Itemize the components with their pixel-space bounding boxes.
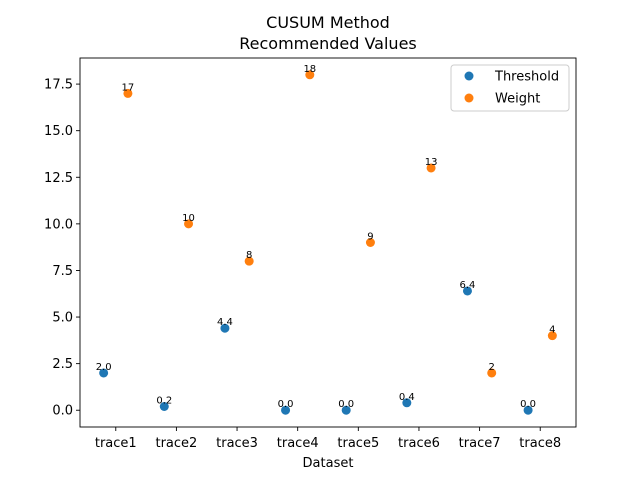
weight-point [184, 219, 194, 229]
x-tick-label: trace4 [277, 436, 319, 451]
threshold-data-label: 2.0 [96, 362, 112, 373]
y-tick-label: 15.0 [44, 124, 73, 139]
weight-data-label: 10 [182, 213, 195, 224]
x-tick-label: trace6 [398, 436, 440, 451]
weight-point [305, 70, 315, 80]
threshold-data-label: 0.0 [278, 399, 294, 410]
y-tick-label: 5.0 [52, 311, 73, 326]
threshold-data-label: 0.4 [399, 392, 415, 403]
threshold-point [402, 398, 412, 408]
threshold-point [220, 323, 230, 333]
y-tick-label: 10.0 [44, 217, 73, 232]
plot-area: 0.0 2.5 5.0 7.5 10.0 12.5 15.0 17.5 trace1 trace2… [44, 57, 577, 451]
weight-point [426, 163, 436, 173]
weight-data-label: 17 [122, 82, 135, 93]
weight-data-label: 8 [246, 250, 252, 261]
threshold-point [281, 405, 291, 415]
chart-title-line-1: CUSUM Method [266, 13, 390, 32]
axes-frame [79, 57, 577, 428]
weight-data-label: 13 [425, 157, 438, 168]
weight-point [487, 368, 497, 378]
x-tick-label: trace1 [95, 436, 137, 451]
y-tick-label: 17.5 [44, 78, 73, 93]
y-tick-label: 2.5 [52, 357, 73, 372]
weight-data-label: 18 [303, 64, 316, 75]
threshold-data-label: 6.4 [460, 280, 476, 291]
weight-point [365, 238, 375, 247]
x-axis-label: Dataset [303, 456, 354, 471]
threshold-data-label: 0.2 [156, 396, 172, 407]
legend-label-threshold: Threshold [494, 70, 559, 85]
threshold-data-label: 0.0 [520, 399, 536, 410]
weight-data-label: 4 [549, 325, 555, 336]
threshold-data-label: 0.0 [338, 399, 354, 410]
x-tick-label: trace5 [337, 436, 379, 451]
y-tick-label: 0.0 [52, 404, 73, 419]
y-tick-label: 7.5 [52, 264, 73, 279]
legend: Threshold Weight [450, 64, 570, 112]
threshold-point [462, 286, 472, 296]
threshold-point [99, 368, 109, 378]
y-tick-label: 12.5 [44, 171, 73, 186]
threshold-point [159, 402, 169, 411]
x-tick-label: trace7 [459, 436, 501, 451]
x-tick-label: trace8 [519, 436, 561, 451]
weight-point [244, 256, 254, 266]
threshold-point [341, 405, 351, 415]
x-tick-label: trace3 [216, 436, 258, 451]
weight-data-label: 2 [489, 362, 495, 373]
weight-point [123, 88, 133, 98]
threshold-point [523, 405, 533, 415]
legend-box [450, 64, 570, 112]
x-tick-label: trace2 [155, 436, 197, 451]
legend-marker-threshold [464, 71, 474, 81]
weight-data-label: 9 [367, 232, 373, 243]
threshold-data-label: 4.4 [217, 317, 233, 328]
chart-title-line-2: Recommended Values [239, 34, 417, 53]
legend-label-weight: Weight [495, 92, 540, 107]
weight-point [547, 331, 557, 341]
legend-marker-weight [464, 93, 474, 103]
